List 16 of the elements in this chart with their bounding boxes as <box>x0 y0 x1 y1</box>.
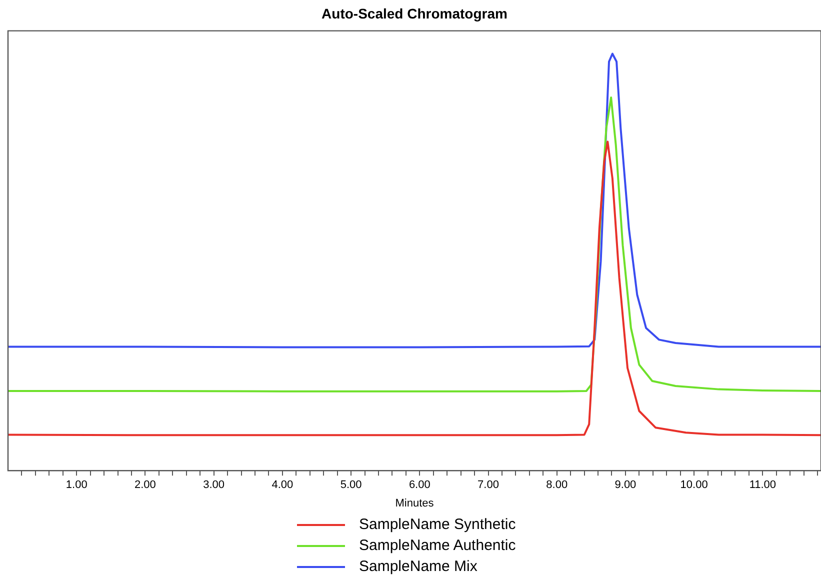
x-tick-label: 5.00 <box>340 479 362 492</box>
x-tick-label: 8.00 <box>546 479 568 492</box>
x-tick-label: 6.00 <box>408 479 430 492</box>
x-tick-label: 4.00 <box>272 479 294 492</box>
legend-label: SampleName Mix <box>359 558 478 575</box>
chart-title: Auto-Scaled Chromatogram <box>322 5 508 22</box>
legend-label: SampleName Synthetic <box>359 516 516 533</box>
x-tick-label: 9.00 <box>614 479 636 492</box>
x-tick-label: 7.00 <box>478 479 499 492</box>
x-tick-label: 11.00 <box>749 479 776 492</box>
x-tick-label: 3.00 <box>203 479 225 492</box>
x-tick-label: 10.00 <box>680 479 708 492</box>
legend-label: SampleName Authentic <box>359 537 516 554</box>
x-axis-title: Minutes <box>395 497 434 510</box>
x-tick-label: 2.00 <box>134 479 156 492</box>
x-tick-label: 1.00 <box>66 479 88 492</box>
